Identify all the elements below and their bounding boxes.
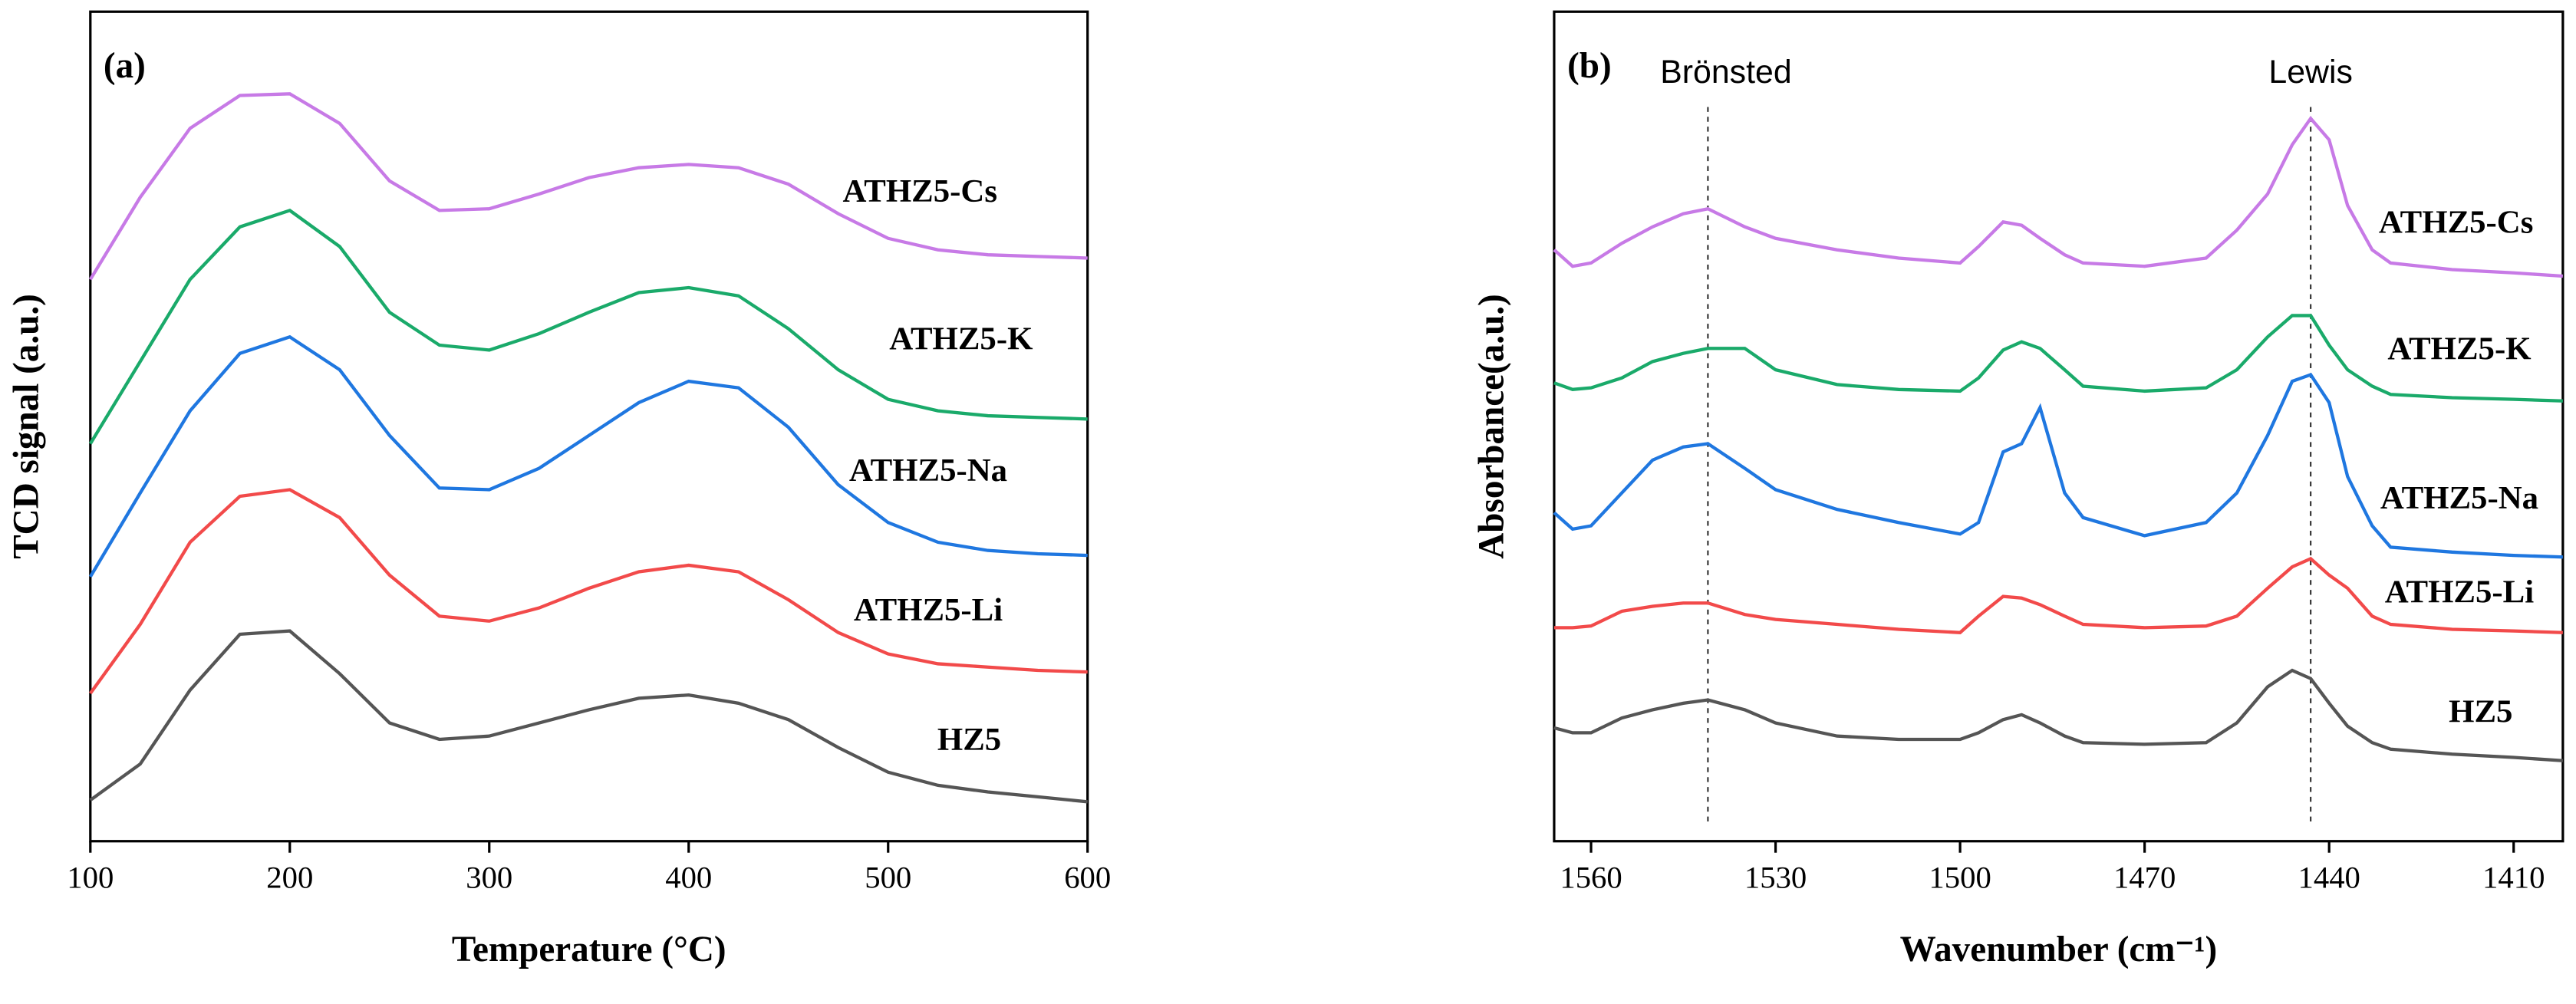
- x-tick-label: 300: [466, 860, 512, 894]
- series-label: HZ5: [2449, 694, 2512, 730]
- x-tick-label: 1440: [2298, 860, 2360, 894]
- x-tick-label: 1410: [2482, 860, 2545, 894]
- plot-frame: [89, 10, 1089, 843]
- plot-frame: [1553, 10, 2564, 843]
- series-label: HZ5: [937, 722, 1001, 758]
- x-axis-label: Temperature (°C): [452, 930, 726, 969]
- series-line: [88, 208, 1088, 445]
- x-tick-label: 1560: [1560, 860, 1622, 894]
- panel-label: (a): [104, 46, 146, 86]
- series-line: [1553, 115, 2564, 278]
- x-axis-label: Wavenumber (cm⁻¹): [1900, 930, 2218, 969]
- series-label: ATHZ5-K: [2387, 331, 2531, 367]
- series-label: ATHZ5-Cs: [2379, 204, 2533, 240]
- x-tick-label: 200: [266, 860, 313, 894]
- y-axis-label: Absorbance(a.u.): [1472, 294, 1512, 558]
- y-axis-label: TCD signal (a.u.): [6, 294, 46, 559]
- series-label: ATHZ5-Na: [2380, 480, 2538, 516]
- series-line: [1553, 314, 2563, 403]
- x-tick-label: 1470: [2113, 860, 2176, 894]
- x-tick-label: 100: [67, 860, 114, 894]
- series-line: [89, 488, 1088, 695]
- series-line: [88, 334, 1088, 578]
- series-label: ATHZ5-Na: [849, 453, 1007, 489]
- x-tick-label: 600: [1064, 860, 1111, 894]
- series-label: ATHZ5-Li: [854, 592, 1003, 628]
- x-tick-label: 500: [865, 860, 911, 894]
- annotation: Lewis: [2268, 54, 2353, 91]
- x-tick-label: 1530: [1744, 860, 1807, 894]
- series-line: [88, 92, 1088, 281]
- series-line: [1553, 556, 2563, 634]
- series-line: [1553, 372, 2563, 559]
- series-line: [89, 629, 1088, 804]
- x-tick-label: 400: [665, 860, 712, 894]
- panel-label: (b): [1567, 46, 1612, 86]
- series-label: ATHZ5-Cs: [843, 173, 997, 209]
- series-label: ATHZ5-K: [889, 321, 1033, 357]
- series-line: [1553, 668, 2564, 762]
- x-tick-label: 1500: [1929, 860, 1991, 894]
- annotation: Brönsted: [1660, 54, 1791, 91]
- series-label: ATHZ5-Li: [2385, 574, 2534, 610]
